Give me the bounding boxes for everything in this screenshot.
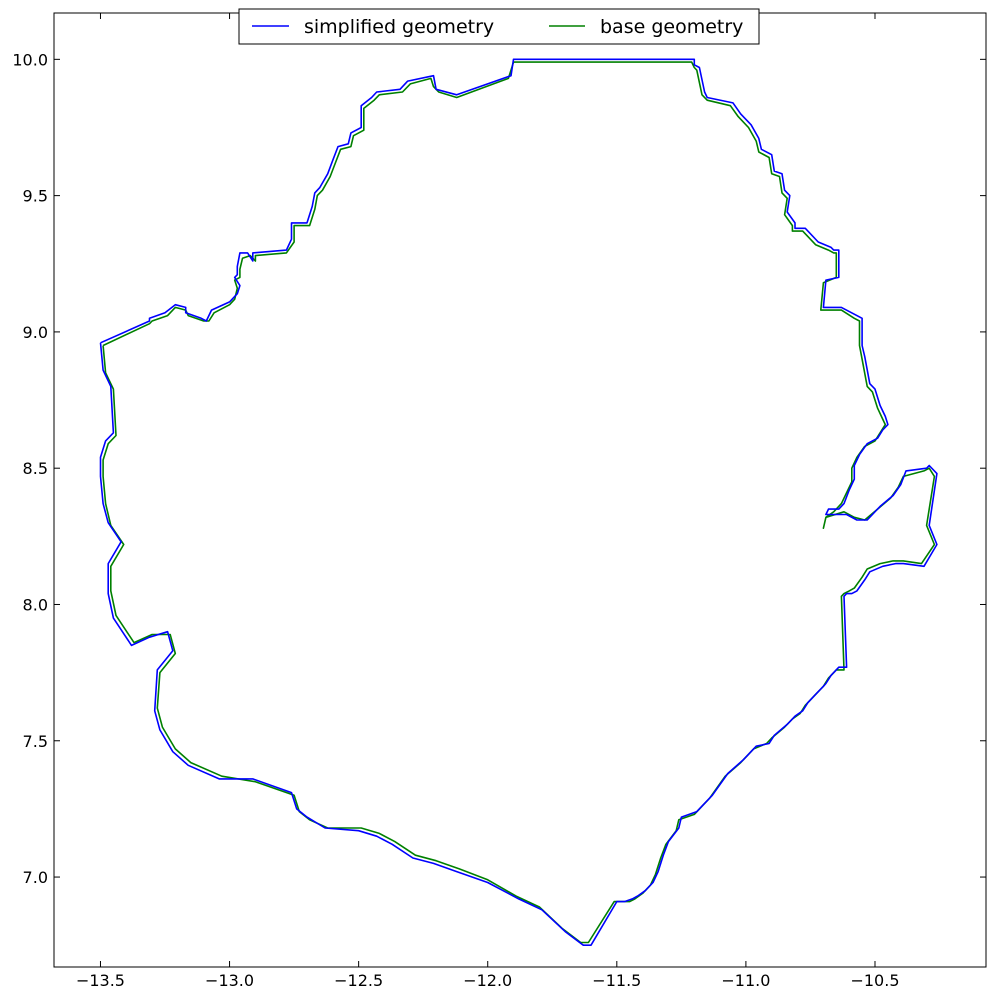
x-tick-label: −12.0 [463, 971, 512, 990]
x-tick-label: −12.5 [334, 971, 383, 990]
y-tick-label: 10.0 [12, 50, 48, 69]
x-tick-label: −11.5 [592, 971, 641, 990]
x-axis-ticks: −13.5 −13.0 −12.5 −12.0 −11.5 −11.0 −10.5 [76, 13, 900, 990]
x-tick-label: −10.5 [850, 971, 899, 990]
y-tick-label: 9.0 [23, 323, 48, 342]
series-line-base [102, 61, 936, 944]
legend-label-simplified: simplified geometry [304, 16, 494, 38]
legend-label-base: base geometry [600, 16, 743, 38]
x-tick-label: −13.0 [205, 971, 254, 990]
legend: simplified geometry base geometry [238, 8, 760, 45]
y-axis-ticks: 7.0 7.5 8.0 8.5 9.0 9.5 10.0 [12, 50, 986, 887]
y-tick-label: 7.0 [23, 868, 48, 887]
x-tick-label: −11.0 [721, 971, 770, 990]
y-tick-label: 7.5 [23, 732, 48, 751]
y-tick-label: 8.0 [23, 595, 48, 614]
legend-box [238, 8, 760, 45]
series-line-simplified [99, 58, 938, 947]
plot-area: −13.5 −13.0 −12.5 −12.0 −11.5 −11.0 −10.5 7.07… [12, 12, 987, 990]
y-tick-label: 8.5 [23, 459, 48, 478]
series-layer [99, 58, 938, 947]
y-tick-label: 9.5 [23, 187, 48, 206]
x-tick-label: −13.5 [76, 971, 125, 990]
